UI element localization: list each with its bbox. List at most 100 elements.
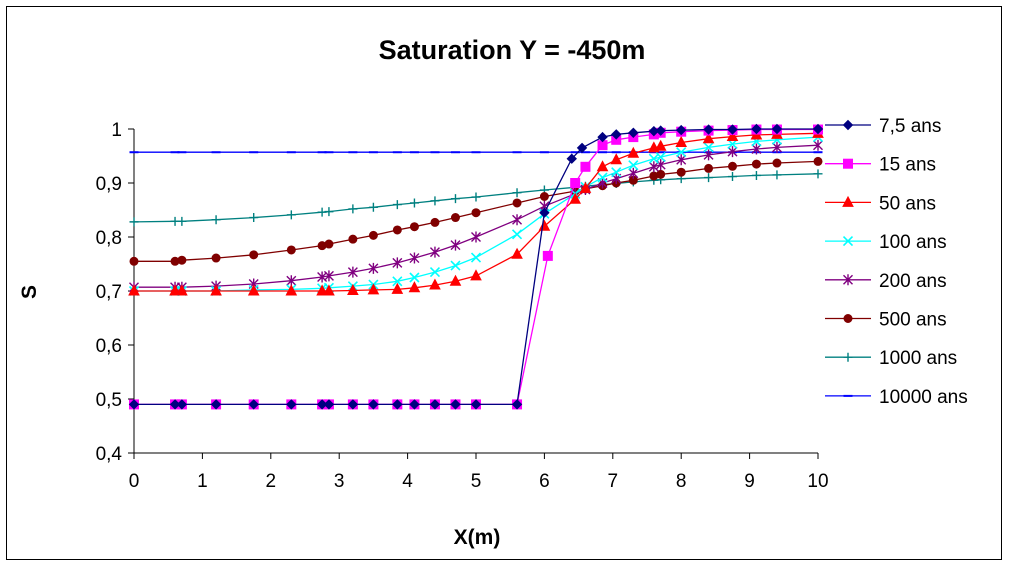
series-6 (129, 169, 823, 227)
data-point (569, 192, 582, 204)
data-point (368, 262, 379, 274)
series-line (134, 136, 819, 292)
data-point (751, 170, 761, 180)
data-point (367, 283, 380, 295)
data-point (368, 230, 378, 240)
data-point (128, 399, 140, 410)
legend-item: 10000 ans (825, 387, 968, 408)
legend-item: 1000 ans (825, 348, 957, 369)
data-point (248, 399, 259, 410)
y-tick-label: 0,8 (96, 228, 122, 249)
data-point (511, 247, 523, 259)
data-point (611, 167, 622, 178)
data-point (813, 169, 823, 179)
data-point (392, 257, 403, 269)
data-point (348, 234, 358, 244)
data-point (627, 146, 640, 158)
data-point (409, 399, 420, 410)
data-point (597, 131, 608, 143)
data-point (628, 160, 639, 171)
data-point (347, 399, 359, 410)
legend-label: 10000 ans (879, 387, 968, 408)
data-point (429, 278, 441, 290)
series-line (134, 128, 818, 406)
data-point (409, 222, 419, 232)
data-point (842, 236, 854, 247)
data-point (727, 124, 738, 135)
data-point (703, 142, 714, 153)
data-point (210, 399, 222, 410)
data-point (286, 210, 296, 220)
data-point (470, 252, 482, 263)
data-point (129, 256, 139, 266)
x-tick-label: 4 (402, 471, 413, 492)
data-point (324, 207, 334, 217)
y-tick-label: 0,9 (96, 174, 122, 195)
data-point (676, 154, 687, 166)
data-point (471, 231, 481, 243)
data-point (843, 158, 853, 169)
data-point (211, 215, 221, 225)
legend-label: 500 ans (879, 310, 947, 331)
x-tick-label: 2 (266, 471, 277, 492)
data-point (429, 267, 441, 278)
data-point (511, 229, 523, 240)
data-point (391, 282, 404, 294)
x-tick-label: 0 (129, 471, 140, 492)
legend-item: 7,5 ans (825, 116, 941, 137)
data-point (249, 250, 259, 260)
legend-item: 50 ans (825, 193, 936, 214)
chart-frame: Saturation Y = -450m 0,4 0,5 0,6 0,7 0,8 0,9 1… (6, 6, 1002, 560)
data-point (177, 216, 187, 226)
data-point (450, 399, 461, 410)
y-tick-label: 0,4 (96, 444, 123, 465)
data-point (177, 255, 187, 265)
data-point (176, 399, 188, 410)
x-axis-title: X(m) (454, 526, 501, 549)
data-point (654, 139, 667, 151)
x-tick-label: 6 (539, 471, 550, 492)
data-point (539, 192, 549, 201)
data-point (704, 163, 714, 173)
data-point (676, 147, 687, 158)
data-point (511, 399, 523, 410)
data-point (324, 239, 334, 249)
x-tick-label: 9 (744, 471, 755, 492)
data-point (597, 172, 608, 183)
data-point (655, 152, 666, 163)
data-point (772, 158, 782, 168)
x-tick-label: 8 (676, 471, 687, 492)
x-tick-label: 1 (197, 471, 208, 492)
data-point (471, 208, 481, 218)
series-line (134, 160, 819, 262)
data-point (211, 253, 221, 263)
data-point (570, 178, 581, 188)
series-line (133, 173, 819, 223)
y-axis-title: S (18, 285, 41, 299)
series-4 (129, 139, 823, 293)
data-point (286, 275, 297, 287)
data-point (655, 125, 666, 136)
data-point (286, 399, 297, 410)
legend-item: 500 ans (825, 310, 947, 331)
data-point (628, 167, 639, 179)
data-point (470, 399, 482, 410)
data-point (843, 314, 853, 323)
plot-area: 0,40,50,60,70,80,910 1 2 3 4 5 6 7 8 9 10 (96, 120, 829, 492)
series-line (134, 132, 819, 292)
data-point (430, 196, 440, 206)
data-point (169, 399, 181, 410)
data-point (843, 274, 853, 286)
legend-label: 1000 ans (879, 348, 957, 369)
data-point (430, 217, 440, 227)
data-point (323, 399, 335, 410)
data-point (316, 284, 328, 296)
data-point (656, 169, 666, 179)
data-point (704, 173, 714, 183)
data-point (210, 284, 222, 296)
data-point (728, 161, 737, 171)
data-point (450, 239, 461, 251)
data-point (751, 123, 762, 135)
data-point (368, 202, 378, 212)
data-point (176, 284, 188, 296)
